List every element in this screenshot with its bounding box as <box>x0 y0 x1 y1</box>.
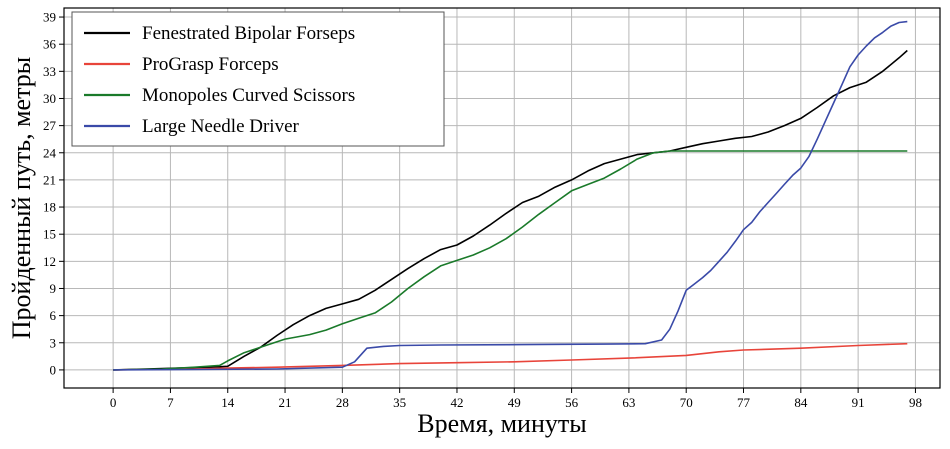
y-tick-label: 9 <box>50 281 57 296</box>
x-tick-label: 91 <box>852 395 865 410</box>
x-tick-label: 49 <box>508 395 521 410</box>
y-tick-label: 24 <box>43 145 57 160</box>
x-tick-label: 0 <box>110 395 117 410</box>
y-tick-label: 18 <box>43 200 56 215</box>
x-tick-labels: 0 7 14 21 28 35 42 49 56 63 70 77 84 91 98 <box>110 388 922 410</box>
x-tick-label: 56 <box>565 395 579 410</box>
x-tick-label: 63 <box>622 395 635 410</box>
x-tick-label: 7 <box>167 395 174 410</box>
legend: Fenestrated Bipolar Forseps ProGrasp Forc… <box>71 11 445 147</box>
y-axis-title: Пройденный путь, метры <box>7 57 36 339</box>
x-tick-label: 28 <box>336 395 349 410</box>
y-tick-label: 12 <box>43 254 56 269</box>
series-line-4 <box>113 20 908 371</box>
legend-label-1: Fenestrated Bipolar Forseps <box>142 23 355 44</box>
y-tick-label: 15 <box>43 227 56 242</box>
series-line-3 <box>113 150 908 371</box>
x-tick-label: 14 <box>221 395 235 410</box>
y-tick-label: 21 <box>43 172 56 187</box>
y-tick-label: 33 <box>43 64 56 79</box>
y-tick-label: 27 <box>43 118 57 133</box>
series-line-2 <box>113 342 908 371</box>
y-tick-label: 3 <box>50 335 57 350</box>
x-tick-label: 84 <box>794 395 808 410</box>
x-tick-label: 98 <box>909 395 922 410</box>
x-tick-label: 77 <box>737 395 751 410</box>
y-tick-label: 0 <box>50 362 57 377</box>
x-tick-label: 42 <box>450 395 463 410</box>
legend-label-3: Monopoles Curved Scissors <box>142 85 355 106</box>
y-tick-label: 6 <box>50 308 57 323</box>
x-tick-label: 21 <box>279 395 292 410</box>
x-axis-title: Время, минуты <box>417 409 586 438</box>
legend-box <box>71 11 445 147</box>
y-tick-label: 36 <box>43 37 57 52</box>
y-tick-label: 39 <box>43 10 56 25</box>
x-tick-label: 70 <box>680 395 693 410</box>
legend-label-2: ProGrasp Forceps <box>142 54 279 75</box>
series-group <box>113 20 908 371</box>
series-line-1 <box>113 49 908 371</box>
y-tick-label: 30 <box>43 91 56 106</box>
legend-label-4: Large Needle Driver <box>142 116 300 137</box>
x-tick-label: 35 <box>393 395 406 410</box>
plot-frame <box>63 7 941 389</box>
